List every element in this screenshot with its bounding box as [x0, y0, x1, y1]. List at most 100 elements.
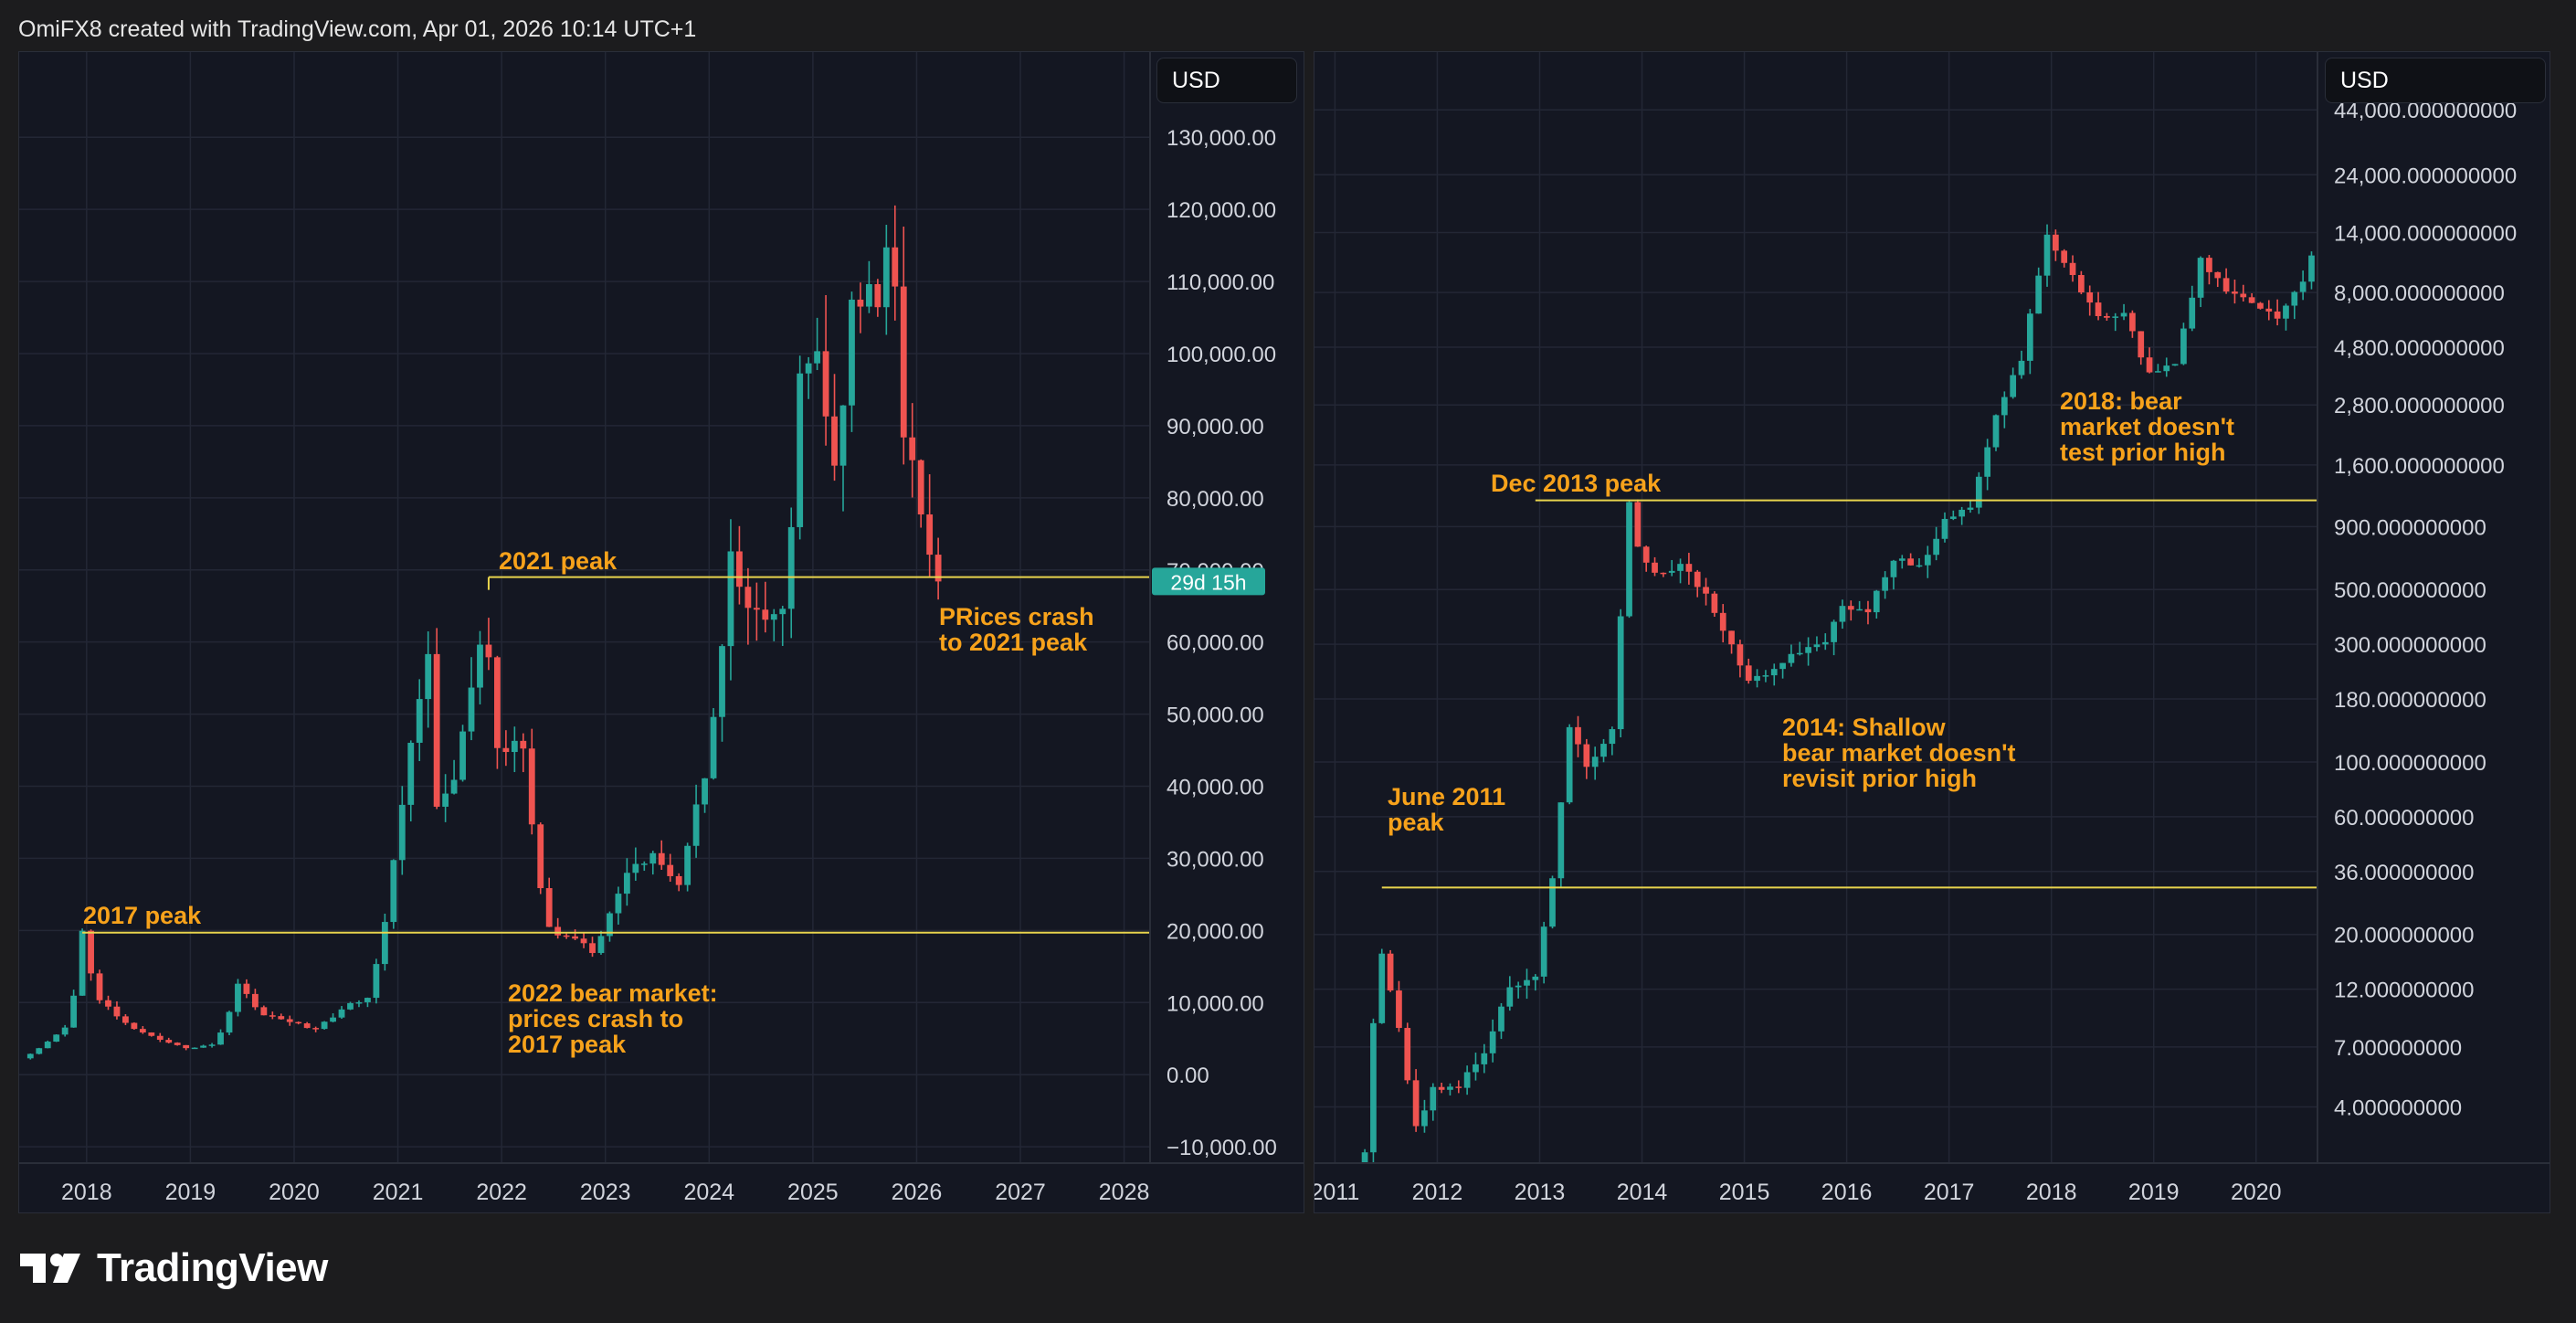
- candle-down: [2146, 357, 2153, 373]
- candle-down: [2138, 331, 2145, 358]
- candle-up: [849, 299, 855, 406]
- candle-up: [623, 873, 630, 894]
- x-tick-label: 2017: [1924, 1180, 1975, 1205]
- chart-attribution: OmiFX8 created with TradingView.com, Apr…: [18, 16, 697, 42]
- candle-up: [1430, 1086, 1437, 1111]
- candle-down: [485, 644, 492, 658]
- annotation-line: test prior high: [2060, 439, 2226, 466]
- x-tick-label: 2018: [2026, 1180, 2077, 1205]
- candle-up: [226, 1011, 233, 1033]
- candle-up: [450, 779, 458, 794]
- candle-up: [330, 1017, 336, 1022]
- candle-up: [1463, 1072, 1471, 1088]
- candle-down: [2265, 308, 2273, 312]
- chart-panel-linear[interactable]: 2017 peak 2021 peak 2022 bear market: price…: [18, 51, 1304, 1213]
- y-tick-label: 80,000.00: [1167, 487, 1264, 512]
- chart-panel-log[interactable]: Dec 2013 peak June 2011 peak 2014: Shallow b…: [1314, 51, 2550, 1213]
- candle-up: [839, 405, 847, 466]
- candle-down: [260, 1007, 268, 1016]
- candle-up: [632, 863, 639, 873]
- candle-up: [208, 1044, 216, 1046]
- countdown-label: 29d 15h: [1170, 570, 1246, 594]
- candle-up: [1481, 1053, 1488, 1064]
- candle-up: [1677, 564, 1684, 571]
- y-tick-label: 130,000.00: [1167, 126, 1276, 151]
- candle-up: [70, 995, 78, 1028]
- candle-down: [113, 1006, 121, 1017]
- candle-down: [2053, 234, 2059, 251]
- candle-down: [675, 875, 682, 885]
- candle-down: [2069, 262, 2076, 275]
- candle-up: [347, 1002, 354, 1010]
- candle-up: [53, 1034, 60, 1043]
- time-axis[interactable]: [1314, 1163, 2550, 1213]
- y-tick-label: 8,000.000000000: [2334, 281, 2505, 306]
- candle-up: [1821, 641, 1829, 645]
- tradingview-logo[interactable]: TradingView: [20, 1243, 328, 1294]
- candle-down: [1745, 665, 1752, 682]
- candle-down: [1685, 564, 1693, 572]
- candle-down: [139, 1029, 146, 1033]
- candle-down: [563, 935, 570, 937]
- candle-down: [857, 299, 864, 307]
- candle-up: [364, 998, 371, 1002]
- candle-up: [1933, 538, 1940, 556]
- candle-down: [580, 938, 587, 944]
- y-tick-label: 30,000.00: [1167, 847, 1264, 872]
- candle-up: [381, 922, 388, 965]
- candle-down: [433, 653, 440, 807]
- currency-selector[interactable]: USD: [1156, 58, 1297, 103]
- candle-up: [2018, 360, 2025, 376]
- candle-down: [572, 936, 578, 939]
- candle-up: [1754, 675, 1760, 682]
- candle-up: [1788, 653, 1795, 663]
- chart-annotation: 2014: Shallow bear market doesn't revisit …: [1782, 714, 2016, 792]
- annotation-line: bear market doesn't: [1782, 739, 2016, 767]
- candle-up: [79, 930, 86, 996]
- y-tick-label: 90,000.00: [1167, 415, 1264, 439]
- y-tick-label: 2,800.000000000: [2334, 394, 2505, 418]
- tradingview-wordmark: TradingView: [97, 1245, 328, 1290]
- price-axis[interactable]: [2317, 52, 2550, 1213]
- time-axis[interactable]: [19, 1163, 1304, 1213]
- candle-down: [1412, 1080, 1420, 1127]
- y-tick-label: 4.000000000: [2334, 1095, 2462, 1120]
- candle-down: [2078, 274, 2085, 293]
- candle-up: [597, 936, 605, 954]
- candle-up: [1898, 558, 1906, 561]
- x-tick-label: 2024: [683, 1180, 734, 1205]
- candle-up: [1813, 644, 1821, 648]
- y-tick-label: 0.00: [1167, 1064, 1209, 1088]
- candle-up: [2010, 375, 2017, 397]
- currency-selector[interactable]: USD: [2325, 58, 2546, 103]
- candle-up: [1924, 555, 1931, 566]
- candle-down: [831, 416, 838, 466]
- candle-down: [243, 983, 250, 994]
- candle-down: [744, 587, 752, 609]
- candle-up: [1557, 802, 1565, 879]
- candle-up: [1378, 953, 1386, 1023]
- candle-up: [2197, 258, 2204, 298]
- annotation-line: 2017 peak: [508, 1031, 627, 1058]
- chart-canvas-log[interactable]: Dec 2013 peak June 2011 peak 2014: Shallow b…: [1314, 52, 2550, 1213]
- candle-up: [692, 804, 700, 846]
- annotation-line: June 2011: [1388, 783, 1505, 810]
- annotation-line: PRices crash: [939, 603, 1094, 630]
- annotation-line: 2021 peak: [499, 547, 618, 575]
- annotation-line: market doesn't: [2060, 413, 2234, 440]
- candle-up: [1984, 447, 1991, 477]
- candle-down: [278, 1016, 285, 1020]
- candle-up: [814, 351, 821, 364]
- price-axis[interactable]: [1150, 52, 1304, 1213]
- candle-up: [2120, 312, 2127, 317]
- candle-up: [1770, 669, 1778, 676]
- annotation-line: 2014: Shallow: [1782, 714, 1947, 741]
- x-tick-label: 2023: [580, 1180, 631, 1205]
- chart-canvas-linear[interactable]: 2017 peak 2021 peak 2022 bear market: price…: [19, 52, 1304, 1213]
- x-tick-label: 2022: [476, 1180, 527, 1205]
- annotation-line: 2017 peak: [83, 902, 202, 929]
- annotation-line: prices crash to: [508, 1005, 683, 1032]
- candle-up: [805, 363, 812, 374]
- candle-up: [459, 731, 466, 780]
- candle-up: [797, 373, 804, 527]
